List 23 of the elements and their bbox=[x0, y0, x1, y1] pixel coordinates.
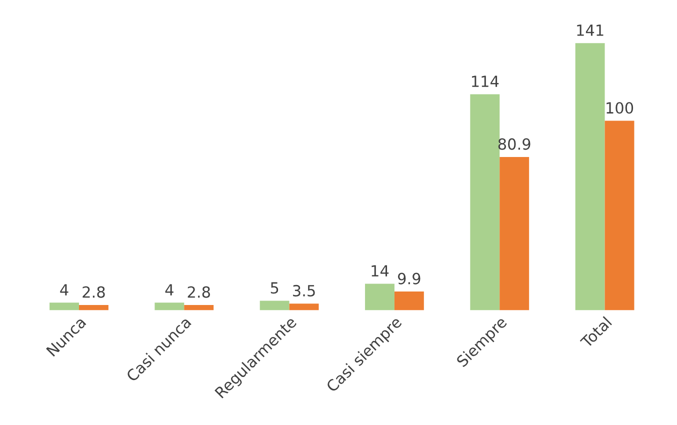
data-label: 141 bbox=[577, 24, 604, 36]
data-label: 100 bbox=[606, 102, 634, 114]
data-label: 2.8 bbox=[82, 286, 105, 298]
data-label: 14 bbox=[372, 265, 389, 276]
bar bbox=[260, 300, 290, 310]
bar bbox=[470, 94, 500, 310]
bar bbox=[289, 304, 319, 310]
bar bbox=[78, 304, 108, 310]
bar bbox=[154, 302, 184, 310]
data-label: 2.8 bbox=[188, 286, 210, 298]
data-label: 5 bbox=[270, 282, 278, 294]
data-label: 4 bbox=[60, 284, 68, 296]
bar bbox=[500, 156, 530, 310]
bar bbox=[394, 291, 424, 310]
bar bbox=[575, 43, 605, 310]
data-label: 3.5 bbox=[293, 284, 315, 296]
bar bbox=[184, 304, 214, 310]
bar bbox=[365, 284, 394, 310]
data-label: 9.9 bbox=[398, 272, 420, 284]
data-label: 114 bbox=[472, 76, 499, 87]
data-label: 4 bbox=[165, 284, 174, 296]
bar bbox=[604, 120, 634, 310]
bar bbox=[50, 302, 79, 310]
